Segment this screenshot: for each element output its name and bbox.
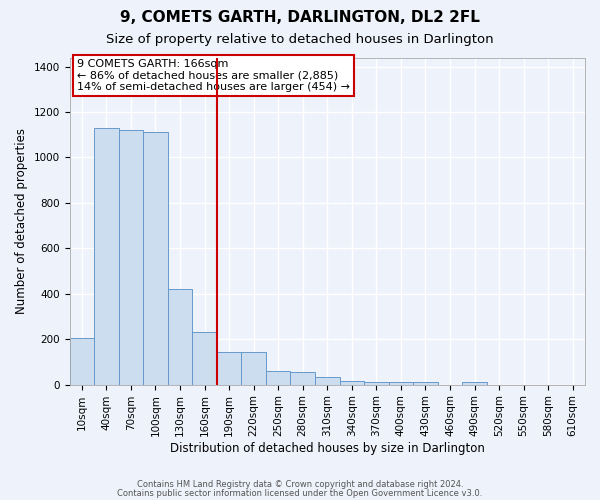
Bar (413, 382, 438, 384)
Bar (462, 382, 487, 384)
Bar (119, 130, 143, 384)
Bar (217, 352, 241, 384)
Bar (168, 290, 192, 384)
Text: Contains HM Land Registry data © Crown copyright and database right 2024.: Contains HM Land Registry data © Crown c… (137, 480, 463, 489)
Bar (70, 338, 94, 384)
Bar (143, 132, 168, 384)
Bar (94, 128, 119, 384)
Bar (315, 377, 340, 384)
Bar (290, 372, 315, 384)
Y-axis label: Number of detached properties: Number of detached properties (15, 128, 28, 314)
Bar (389, 382, 413, 384)
Bar (241, 352, 266, 384)
Bar (266, 371, 290, 384)
Text: Contains public sector information licensed under the Open Government Licence v3: Contains public sector information licen… (118, 488, 482, 498)
Bar (364, 382, 389, 384)
Bar (192, 332, 217, 384)
Bar (340, 380, 364, 384)
Text: 9, COMETS GARTH, DARLINGTON, DL2 2FL: 9, COMETS GARTH, DARLINGTON, DL2 2FL (120, 10, 480, 25)
Text: Size of property relative to detached houses in Darlington: Size of property relative to detached ho… (106, 32, 494, 46)
X-axis label: Distribution of detached houses by size in Darlington: Distribution of detached houses by size … (170, 442, 485, 455)
Text: 9 COMETS GARTH: 166sqm
← 86% of detached houses are smaller (2,885)
14% of semi-: 9 COMETS GARTH: 166sqm ← 86% of detached… (77, 59, 350, 92)
